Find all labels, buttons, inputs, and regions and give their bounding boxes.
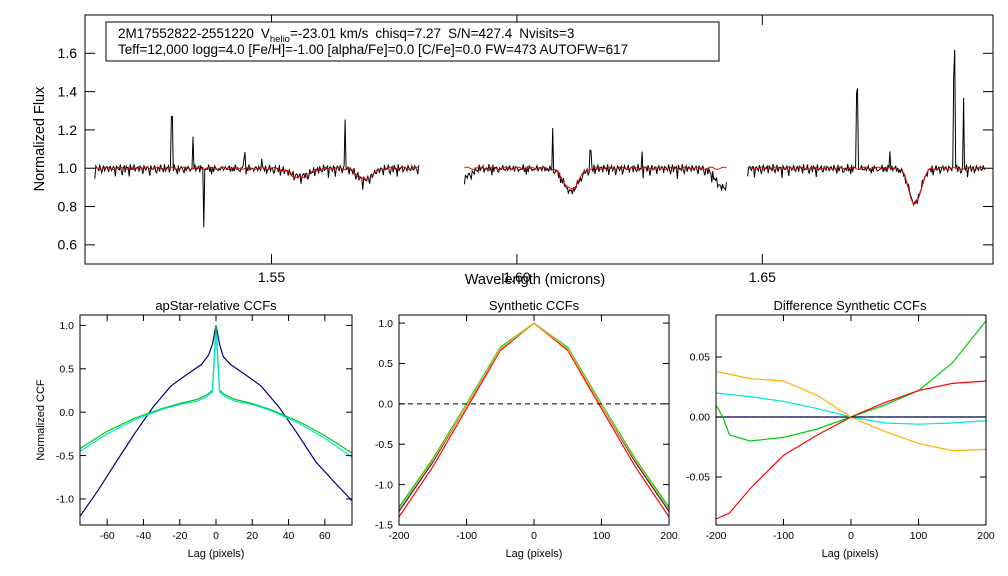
spectrum-x-label: Wavelength (microns) bbox=[465, 272, 605, 288]
series-visit-4 bbox=[398, 322, 670, 511]
annotation-line-1: 2M17552822-2551220 Vhelio=-23.01 km/s chis… bbox=[118, 26, 574, 45]
spectrum-axes: 1.55 1.60 1.65 0.6 0.8 1.0 1.2 1.4 1.6 bbox=[58, 15, 993, 285]
y-tick-label: 0.5 bbox=[378, 358, 393, 370]
x-tick-label: 0 bbox=[531, 530, 537, 542]
synthetic-ccf-axes: -200 -100 0 100 200 -1.5 -1.0 -0.5 0.0 0.5 1.0 bbox=[375, 315, 678, 542]
series-total bbox=[79, 325, 353, 517]
x-tick-label: 1.55 bbox=[258, 269, 285, 285]
y-tick-label: 1.6 bbox=[58, 45, 78, 61]
series-synthetic-chip-2 bbox=[464, 166, 727, 190]
annotation-box bbox=[105, 21, 720, 62]
annotation-vhelio-value: =-23.01 km/s bbox=[290, 26, 369, 41]
y-tick-label: 1.0 bbox=[378, 318, 393, 330]
spectrum-y-label: Normalized Flux bbox=[32, 86, 48, 191]
y-tick-label: 0.5 bbox=[59, 363, 74, 375]
apstar-ccf-y-label: Normalized CCF bbox=[35, 379, 47, 461]
x-tick-label: -20 bbox=[172, 530, 187, 542]
annotation-nvisits: Nvisits=3 bbox=[519, 26, 574, 41]
x-tick-label: 40 bbox=[283, 530, 295, 542]
series-visit-3 bbox=[398, 322, 670, 518]
x-tick-label: 100 bbox=[593, 530, 611, 542]
y-tick-label: 1.2 bbox=[58, 122, 78, 138]
x-tick-label: 60 bbox=[319, 530, 331, 542]
series-orange bbox=[715, 370, 987, 452]
x-tick-label: 200 bbox=[660, 530, 678, 542]
series-total bbox=[398, 322, 670, 512]
annotation-vhelio-sub: helio bbox=[270, 34, 290, 45]
y-tick-label: 0.00 bbox=[690, 412, 711, 424]
y-tick-label: -0.5 bbox=[56, 450, 74, 462]
apstar-ccf-title: apStar-relative CCFs bbox=[155, 298, 277, 313]
y-tick-label: 0.8 bbox=[58, 198, 78, 214]
series-green bbox=[715, 320, 987, 442]
annotation-chisq: chisq=7.27 bbox=[375, 26, 441, 41]
x-tick-label: 0 bbox=[848, 530, 854, 542]
x-tick-label: 100 bbox=[910, 530, 928, 542]
x-tick-label: -40 bbox=[136, 530, 151, 542]
series-observed-chip-1 bbox=[94, 115, 420, 228]
y-tick-label: -0.5 bbox=[375, 439, 393, 451]
difference-ccf-x-label: Lag (pixels) bbox=[822, 548, 879, 560]
synthetic-ccf-frame bbox=[398, 314, 670, 526]
annotation-star: 2M17552822-2551220 bbox=[118, 26, 254, 41]
difference-ccf-panel: Difference Synthetic CCFs -200 -100 0 100 20… bbox=[686, 298, 995, 560]
x-tick-label: 0 bbox=[213, 530, 219, 542]
apstar-ccf-axes: -60 -40 -20 0 20 40 60 -1.0 -0.5 0.0 0.5 1.0 bbox=[56, 315, 352, 542]
y-tick-label: -1.5 bbox=[375, 520, 393, 532]
x-tick-label: 1.65 bbox=[749, 269, 776, 285]
y-tick-label: -0.05 bbox=[686, 472, 710, 484]
spectrum-frame bbox=[84, 14, 994, 265]
synthetic-ccf-lines bbox=[398, 322, 670, 518]
x-tick-label: -200 bbox=[705, 530, 726, 542]
series-cyan bbox=[715, 392, 987, 425]
x-tick-label: 20 bbox=[246, 530, 258, 542]
x-tick-label: -60 bbox=[100, 530, 115, 542]
difference-ccf-frame bbox=[715, 314, 987, 526]
difference-ccf-lines bbox=[715, 320, 987, 520]
synthetic-ccf-title: Synthetic CCFs bbox=[489, 298, 580, 313]
y-tick-label: 1.0 bbox=[59, 320, 74, 332]
synthetic-ccf-panel: Synthetic CCFs -200 -100 0 100 200 -1.5 -1.0 -0… bbox=[375, 298, 678, 560]
series-red bbox=[715, 380, 987, 520]
annotation-line-2: Teff=12,000 logg=4.0 [Fe/H]=-1.00 [alpha… bbox=[118, 42, 628, 57]
x-tick-label: -200 bbox=[388, 530, 409, 542]
y-tick-label: -1.0 bbox=[56, 494, 74, 506]
difference-ccf-axes: -200 -100 0 100 200 -0.05 0.00 0.05 bbox=[686, 315, 995, 542]
annotation-vhelio-label: V bbox=[261, 26, 270, 41]
series-visit-1 bbox=[398, 322, 670, 508]
y-tick-label: 0.0 bbox=[378, 399, 393, 411]
spectrum-panel: 1.55 1.60 1.65 0.6 0.8 1.0 1.2 1.4 1.6 2M1755282… bbox=[32, 14, 994, 288]
x-tick-label: 200 bbox=[977, 530, 995, 542]
synthetic-ccf-x-label: Lag (pixels) bbox=[506, 548, 563, 560]
series-observed-chip-2 bbox=[463, 127, 727, 195]
series-visit-2 bbox=[398, 322, 670, 510]
annotation-sn: S/N=427.4 bbox=[448, 26, 513, 41]
x-tick-label: -100 bbox=[773, 530, 794, 542]
series-visit-2 bbox=[79, 332, 353, 458]
apstar-ccf-x-label: Lag (pixels) bbox=[188, 548, 245, 560]
y-tick-label: 0.6 bbox=[58, 237, 78, 253]
apstar-ccf-frame bbox=[79, 314, 353, 526]
spectrum-annotation: 2M17552822-2551220 Vhelio=-23.01 km/s chis… bbox=[105, 21, 720, 62]
spectrum-lines bbox=[94, 49, 986, 228]
y-tick-label: 0.0 bbox=[59, 407, 74, 419]
y-tick-label: -1.0 bbox=[375, 479, 393, 491]
x-tick-label: -100 bbox=[456, 530, 477, 542]
y-tick-label: 1.0 bbox=[58, 160, 78, 176]
difference-ccf-title: Difference Synthetic CCFs bbox=[774, 298, 927, 313]
y-tick-label: 1.4 bbox=[58, 84, 78, 100]
apstar-ccf-lines bbox=[79, 325, 353, 517]
y-tick-label: 0.05 bbox=[690, 352, 711, 364]
series-observed-chip-3 bbox=[747, 49, 986, 207]
series-visit-1 bbox=[79, 325, 353, 454]
apstar-ccf-panel: apStar-relative CCFs -60 -40 -20 0 20 40 60 -1.… bbox=[35, 298, 353, 560]
series-synthetic-chip-1 bbox=[94, 166, 420, 180]
x-tick-label: 1.60 bbox=[503, 269, 530, 285]
series-synthetic-chip-3 bbox=[747, 166, 986, 205]
